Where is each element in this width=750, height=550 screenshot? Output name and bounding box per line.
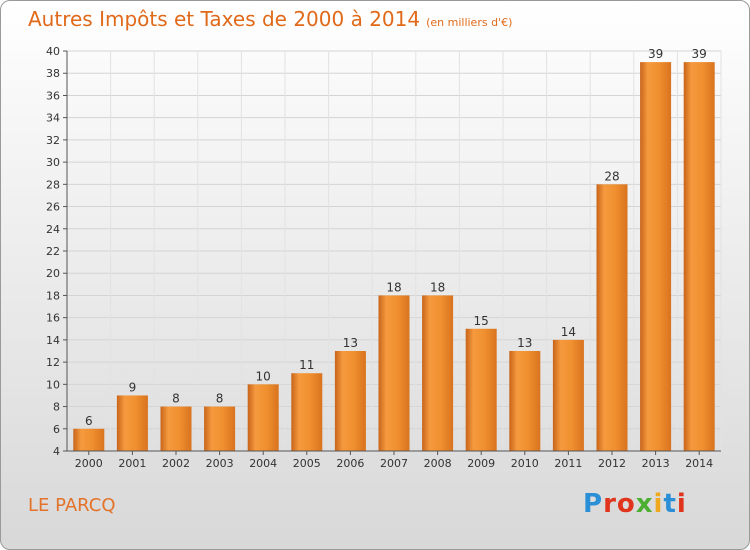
y-tick-label: 38 [46,67,60,80]
data-label-2012: 28 [604,169,619,183]
x-tick-label-2013: 2013 [642,457,670,470]
x-tick-label-2007: 2007 [380,457,408,470]
data-label-2001: 9 [129,380,137,394]
data-label-2007: 18 [386,280,401,294]
bar-2005 [291,373,323,451]
bar-2012 [596,184,628,452]
data-label-2010: 13 [517,336,532,350]
chart-title-text: Autres Impôts et Taxes de 2000 à 2014 [28,7,421,31]
bar-2014 [683,62,715,451]
bar-2006 [334,351,366,451]
x-tick-label-2000: 2000 [75,457,103,470]
y-tick-label: 26 [46,201,60,214]
x-tick-label-2001: 2001 [118,457,146,470]
data-label-2013: 39 [648,47,663,61]
data-label-2006: 13 [343,336,358,350]
y-tick-label: 10 [46,378,60,391]
bar-2009 [465,328,497,451]
y-tick-label: 14 [46,334,60,347]
x-tick-label-2010: 2010 [511,457,539,470]
bar-layer: 6 9 8 8 10 11 13 18 18 15 13 14 28 39 39 [73,47,715,452]
y-tick-label: 8 [53,401,60,414]
logo-letter: i [653,489,664,519]
x-tick-label-2011: 2011 [554,457,582,470]
bar-2003 [204,406,236,451]
bar-2000 [73,428,105,451]
data-label-2009: 15 [474,314,489,328]
data-label-2008: 18 [430,280,445,294]
place-name: LE PARCQ [28,495,116,516]
x-tick-label-2006: 2006 [336,457,364,470]
logo-letter: r [603,489,617,519]
bar-2001 [116,395,148,451]
y-tick-label: 28 [46,178,60,191]
y-tick-label: 12 [46,356,60,369]
bar-2011 [552,339,584,451]
y-tick-label: 24 [46,223,60,236]
logo-letter: t [663,489,677,519]
y-tick-label: 6 [53,423,60,436]
y-tick-label: 18 [46,289,60,302]
logo-letter: o [616,489,636,519]
bar-2010 [509,351,541,451]
bar-2004 [247,384,279,451]
x-tick-label-2012: 2012 [598,457,626,470]
y-tick-label: 32 [46,134,60,147]
x-tick-label-2003: 2003 [206,457,234,470]
logo-letter: x [635,489,654,519]
data-label-2000: 6 [85,414,93,428]
logo-letter: P [583,489,604,519]
x-tick-label-2014: 2014 [685,457,713,470]
data-label-2003: 8 [216,392,224,406]
y-tick-label: 36 [46,89,60,102]
axis-layer: 4 6 8 10 12 14 16 18 20 22 24 26 28 30 32 34 36 38 40 2000 2… [46,45,721,470]
x-tick-label-2004: 2004 [249,457,277,470]
data-label-2014: 39 [692,47,707,61]
bar-2007 [378,295,410,451]
chart-title: Autres Impôts et Taxes de 2000 à 2014 (en… [28,7,512,31]
bar-2002 [160,406,192,451]
y-tick-label: 40 [46,45,60,58]
proxiti-logo: Proxiti [583,489,687,519]
x-tick-label-2002: 2002 [162,457,190,470]
data-label-2004: 10 [256,369,271,383]
y-tick-label: 22 [46,245,60,258]
data-label-2011: 14 [561,325,576,339]
bar-2008 [422,295,454,451]
bar-2013 [640,62,672,451]
data-label-2002: 8 [172,392,180,406]
data-label-2005: 11 [299,358,314,372]
x-tick-label-2009: 2009 [467,457,495,470]
chart-unit-note: (en milliers d'€) [426,16,513,29]
y-tick-label: 30 [46,156,60,169]
x-tick-label-2005: 2005 [293,457,321,470]
y-tick-label: 20 [46,267,60,280]
x-tick-label-2008: 2008 [424,457,452,470]
logo-letter: i [676,489,687,519]
y-tick-label: 16 [46,312,60,325]
y-tick-label: 34 [46,112,60,125]
y-tick-label: 4 [53,445,60,458]
